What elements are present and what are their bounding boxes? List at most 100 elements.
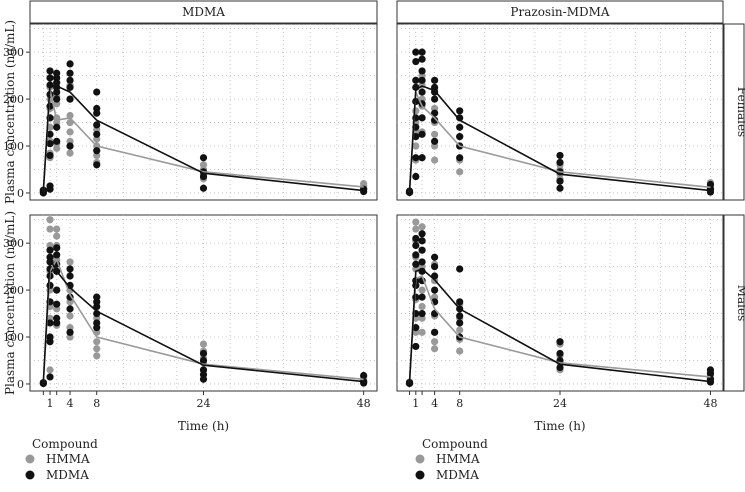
row-strip-1 bbox=[723, 214, 745, 392]
data-point-mdma bbox=[418, 48, 426, 56]
data-point-mdma bbox=[66, 281, 74, 289]
data-point-mdma bbox=[199, 184, 208, 192]
data-point-mdma bbox=[46, 74, 54, 82]
data-point-mdma bbox=[66, 95, 74, 103]
data-point-mdma bbox=[53, 319, 61, 327]
data-point-mdma bbox=[556, 177, 564, 185]
data-point-mdma bbox=[556, 158, 564, 167]
data-point-hmma bbox=[418, 328, 426, 336]
data-point-mdma bbox=[46, 319, 54, 327]
data-point-mdma bbox=[405, 188, 414, 197]
data-point-mdma bbox=[412, 76, 420, 84]
data-point-mdma bbox=[412, 154, 420, 162]
data-point-mdma bbox=[431, 263, 439, 271]
data-point-mdma bbox=[93, 109, 101, 117]
legend-label-mdma: MDMA bbox=[436, 468, 479, 482]
data-point-mdma bbox=[418, 130, 426, 138]
data-point-mdma bbox=[53, 251, 61, 259]
data-point-mdma bbox=[418, 237, 426, 245]
data-point-mdma bbox=[412, 234, 420, 243]
data-point-mdma bbox=[456, 312, 464, 320]
data-point-mdma bbox=[66, 272, 74, 280]
x-tick-label: 48 bbox=[357, 397, 371, 410]
data-point-mdma bbox=[412, 293, 420, 301]
data-point-mdma bbox=[39, 379, 47, 388]
data-point-hmma bbox=[431, 130, 439, 138]
data-point-mdma bbox=[93, 88, 101, 96]
x-tick-label: 1 bbox=[47, 397, 54, 410]
data-point-mdma bbox=[556, 184, 564, 192]
data-point-mdma bbox=[66, 83, 74, 91]
data-point-mdma bbox=[66, 305, 74, 313]
data-point-mdma bbox=[412, 241, 420, 250]
data-point-hmma bbox=[93, 338, 101, 346]
data-point-mdma bbox=[66, 265, 74, 273]
data-point-mdma bbox=[556, 349, 564, 358]
data-point-hmma bbox=[53, 232, 61, 240]
data-point-mdma bbox=[418, 154, 426, 162]
panel-prazosin-mdma-females bbox=[396, 23, 724, 201]
data-point-hmma bbox=[418, 302, 426, 311]
data-point-mdma bbox=[418, 67, 426, 75]
data-point-hmma bbox=[412, 107, 420, 115]
data-point-hmma bbox=[431, 345, 439, 353]
data-point-mdma bbox=[431, 116, 439, 124]
x-tick-label: 4 bbox=[67, 397, 74, 410]
data-point-mdma bbox=[431, 95, 439, 103]
data-point-mdma bbox=[418, 258, 426, 266]
data-point-hmma bbox=[418, 286, 426, 294]
data-point-mdma bbox=[53, 244, 61, 252]
data-point-mdma bbox=[66, 142, 74, 150]
data-point-mdma bbox=[456, 114, 464, 122]
data-point-mdma bbox=[46, 151, 54, 160]
data-point-mdma bbox=[199, 172, 208, 181]
data-point-mdma bbox=[431, 286, 439, 294]
panel-prazosin-mdma-males: 1 4 8 24 48 bbox=[396, 214, 724, 410]
data-point-mdma bbox=[199, 154, 208, 162]
data-point-hmma bbox=[412, 225, 420, 233]
data-point-hmma bbox=[456, 326, 464, 334]
data-point-mdma bbox=[456, 298, 464, 306]
data-point-mdma bbox=[412, 172, 420, 181]
data-point-mdma bbox=[431, 109, 439, 117]
row-strip-label: Females bbox=[735, 87, 745, 137]
data-point-mdma bbox=[706, 188, 715, 196]
data-point-hmma bbox=[53, 144, 61, 152]
data-point-mdma bbox=[556, 338, 564, 346]
data-point-mdma bbox=[53, 137, 61, 145]
data-point-mdma bbox=[431, 328, 439, 336]
y-tick-label: 300 bbox=[3, 46, 24, 59]
data-point-hmma bbox=[66, 111, 74, 120]
data-point-hmma bbox=[66, 258, 74, 266]
data-point-mdma bbox=[46, 130, 54, 138]
data-point-mdma bbox=[46, 338, 54, 346]
data-point-mdma bbox=[556, 151, 564, 160]
data-point-mdma bbox=[412, 324, 420, 332]
data-point-mdma bbox=[456, 154, 464, 162]
legend-swatch-mdma bbox=[415, 470, 425, 480]
x-tick-label: 8 bbox=[456, 397, 463, 410]
row-strip-0 bbox=[723, 23, 745, 201]
data-point-mdma bbox=[412, 133, 420, 141]
data-point-hmma bbox=[46, 225, 54, 233]
data-point-mdma bbox=[46, 185, 54, 193]
data-point-mdma bbox=[412, 57, 420, 66]
column-strip-1 bbox=[396, 0, 724, 24]
data-point-mdma bbox=[405, 379, 414, 388]
y-tick-label: 300 bbox=[3, 237, 24, 250]
data-point-mdma bbox=[360, 379, 368, 387]
data-point-hmma bbox=[418, 223, 426, 231]
column-strip-0 bbox=[29, 0, 378, 24]
panel-mdma-females: 0 100 200 300 bbox=[3, 23, 378, 201]
data-point-hmma bbox=[66, 149, 74, 157]
data-point-hmma bbox=[53, 225, 61, 233]
data-point-mdma bbox=[456, 123, 464, 131]
data-point-mdma bbox=[706, 370, 715, 378]
data-point-mdma bbox=[93, 121, 101, 129]
y-tick-label: 100 bbox=[3, 140, 24, 153]
data-point-mdma bbox=[199, 356, 208, 365]
x-axis-label: Time (h) bbox=[534, 419, 585, 433]
data-point-hmma bbox=[199, 340, 208, 348]
